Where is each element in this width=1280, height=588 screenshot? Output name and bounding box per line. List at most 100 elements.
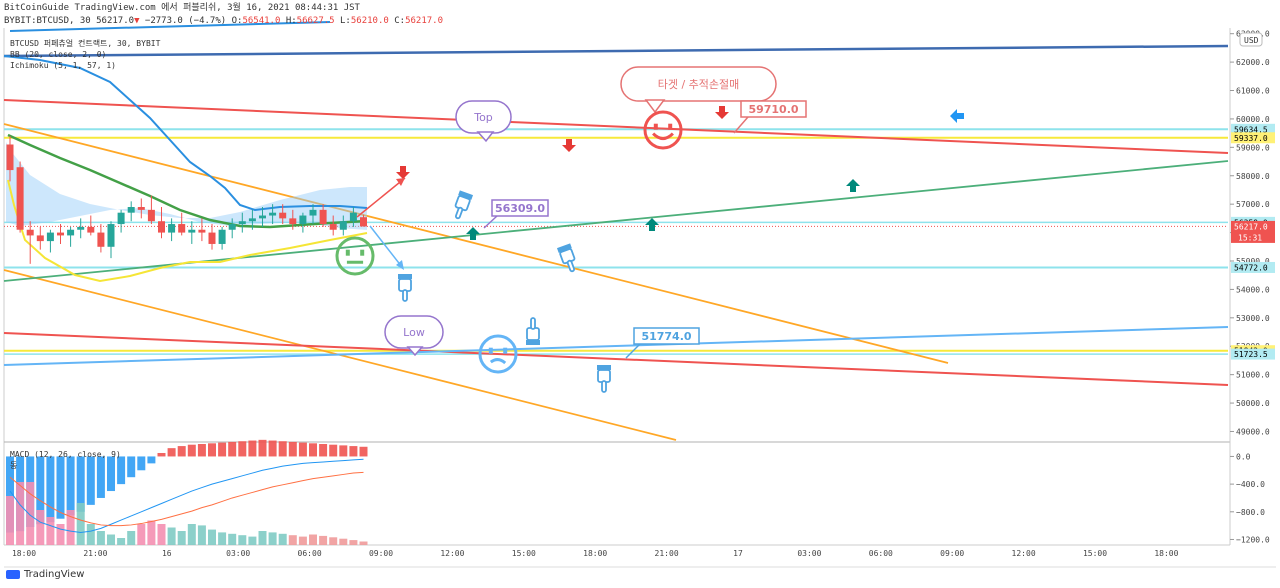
moving-average-line bbox=[7, 133, 368, 229]
oscillator-bar bbox=[248, 536, 257, 545]
bubble-tail bbox=[476, 131, 495, 143]
down-arrow-icon bbox=[562, 139, 576, 152]
macd-histogram-bar bbox=[359, 446, 368, 457]
oscillator-bar bbox=[36, 510, 45, 545]
oscillator-bar bbox=[309, 534, 317, 545]
oscillator-bar bbox=[349, 540, 358, 545]
oscillator-bar bbox=[218, 532, 227, 545]
currency-label: USD bbox=[1244, 36, 1259, 45]
time-tick-label: 03:00 bbox=[797, 549, 821, 558]
price-tick-label: 62000.0 bbox=[1236, 58, 1270, 67]
callout-text: 59710.0 bbox=[748, 103, 798, 116]
callout-59710-pointer bbox=[733, 116, 749, 134]
callout-body bbox=[740, 100, 807, 118]
price-axis-badge-time: 15:31 bbox=[1238, 233, 1262, 242]
macd-histogram-bar bbox=[6, 456, 14, 533]
callout-text: 56309.0 bbox=[495, 202, 545, 215]
oscillator-bar bbox=[288, 535, 297, 545]
last-price: 56217.0 bbox=[96, 16, 135, 26]
macd-histogram-bar bbox=[46, 456, 55, 523]
down-arrow-icon: ▼ bbox=[134, 16, 140, 26]
hand-cuff bbox=[398, 274, 412, 279]
macd-histogram-bar bbox=[117, 456, 126, 485]
time-tick-label: 09:00 bbox=[369, 549, 393, 558]
symbol: BYBIT:BTCUSD, 30 bbox=[4, 16, 91, 26]
neutral-face-icon bbox=[335, 236, 375, 276]
face-mouth bbox=[652, 132, 674, 141]
candle-body bbox=[198, 229, 206, 233]
price-axis-badge bbox=[1231, 348, 1275, 360]
time-tick-label: 03:00 bbox=[226, 549, 250, 558]
candle-body bbox=[147, 209, 155, 222]
target-bubble: 타겟 / 추적손절매 bbox=[620, 66, 777, 114]
oscillator-bar bbox=[228, 533, 237, 545]
time-tick-label: 17 bbox=[733, 549, 743, 558]
candle-body bbox=[279, 212, 287, 219]
candle-body bbox=[6, 144, 14, 171]
time-tick-label: 16 bbox=[162, 549, 172, 558]
oscillator-bar bbox=[298, 536, 307, 545]
candle-body bbox=[339, 221, 347, 230]
face-eye bbox=[360, 249, 365, 256]
pointing-hand-icon bbox=[597, 365, 611, 393]
chart-header: BitCoinGuide TradingView.com 에서 퍼블리쉬, 3월… bbox=[4, 2, 443, 28]
time-tick-label: 18:00 bbox=[583, 549, 607, 558]
macd-histogram-bar bbox=[228, 441, 237, 457]
macd-histogram-bar bbox=[197, 444, 206, 457]
candle-body bbox=[360, 217, 367, 227]
macd-histogram-bar bbox=[319, 444, 328, 457]
time-tick-label: 12:00 bbox=[1012, 549, 1036, 558]
macd-histogram-bar bbox=[298, 442, 307, 457]
face-eye bbox=[503, 347, 508, 354]
macd-histogram-bar bbox=[56, 456, 65, 519]
time-tick-label: 18:00 bbox=[12, 549, 36, 558]
macd-histogram-bar bbox=[76, 456, 85, 512]
hand-finger bbox=[601, 380, 607, 393]
macd-histogram-bar bbox=[147, 456, 156, 464]
pointing-hand-icon bbox=[398, 274, 412, 302]
price-tick-label: 54000.0 bbox=[1236, 285, 1270, 294]
price-axis-badge bbox=[1231, 132, 1275, 144]
macd-histogram-bar bbox=[167, 448, 176, 457]
price-axis-badge bbox=[1231, 261, 1275, 273]
time-tick-label: 15:00 bbox=[512, 549, 536, 558]
projection-up-line bbox=[356, 177, 406, 218]
macd-histogram-bar bbox=[288, 441, 297, 457]
pointing-hand-icon bbox=[526, 317, 540, 345]
down-arrow-icon bbox=[715, 106, 729, 119]
candle-body bbox=[16, 167, 24, 230]
macd-histogram-bar bbox=[86, 456, 95, 505]
up-arrow-icon bbox=[466, 227, 480, 240]
face-mouth bbox=[489, 358, 507, 365]
price-tick-label: 51000.0 bbox=[1236, 371, 1270, 380]
oscillator-bar bbox=[56, 524, 65, 545]
hand-finger bbox=[454, 206, 464, 220]
oscillator-bar bbox=[177, 531, 186, 545]
oscillator-bar bbox=[66, 510, 75, 545]
change: −2773.0 (−4.7%) bbox=[144, 16, 227, 26]
open: 56541.0 bbox=[242, 16, 281, 26]
oscillator-bar bbox=[167, 527, 176, 545]
candle-body bbox=[228, 224, 236, 230]
low-label: L: bbox=[340, 16, 351, 26]
candle-body bbox=[57, 232, 64, 236]
oscillator-bar bbox=[329, 537, 338, 545]
candle-body bbox=[238, 221, 246, 225]
macd-tick-label: −400.0 bbox=[1236, 480, 1265, 489]
oscillator-bar bbox=[137, 524, 146, 545]
tradingview-logo[interactable]: TradingView bbox=[6, 569, 84, 580]
candle-body bbox=[299, 215, 307, 225]
price-tick-label: 55000.0 bbox=[1236, 257, 1270, 266]
candle-body bbox=[127, 207, 135, 213]
top-bubble: Top bbox=[455, 100, 512, 143]
price-axis-badge-label: 59337.0 bbox=[1234, 134, 1268, 143]
price-axis-badge-label: 54772.0 bbox=[1234, 263, 1268, 272]
oscillator-bar bbox=[16, 482, 25, 545]
oscillator-bar bbox=[157, 524, 166, 545]
candle-body bbox=[87, 226, 95, 233]
macd-histogram-bar bbox=[96, 456, 105, 498]
oscillator-bar bbox=[147, 520, 156, 545]
callout-51774: 51774.0 bbox=[633, 327, 700, 345]
candle-body bbox=[349, 212, 357, 222]
